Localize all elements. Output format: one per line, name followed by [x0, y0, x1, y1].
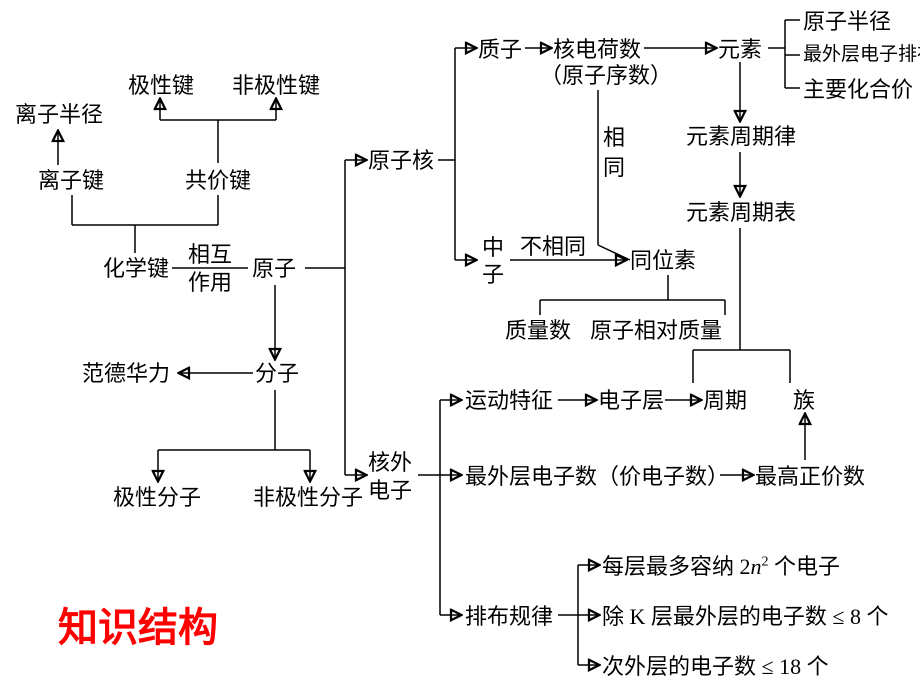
- node-not-same: 不相同: [520, 234, 586, 260]
- node-polar-mol: 极性分子: [113, 485, 201, 511]
- node-max-pos-valence: 最高正价数: [755, 464, 865, 490]
- node-nuclear-charge: 核电荷数: [553, 37, 641, 63]
- node-motion: 运动特征: [465, 388, 553, 414]
- node-main-valence: 主要化合价: [803, 77, 913, 103]
- node-molecule: 分子: [255, 361, 299, 387]
- node-rel-mass: 原子相对质量: [590, 318, 722, 344]
- node-action: 作用: [188, 270, 232, 296]
- node-outer-electron2: 电子: [368, 478, 412, 504]
- node-outer-config: 最外层电子排布: [803, 44, 920, 67]
- node-rule2: 除 K 层最外层的电子数 ≤ 8 个: [602, 604, 888, 630]
- node-atomic-radius: 原子半径: [803, 9, 891, 35]
- node-period: 周期: [703, 388, 747, 414]
- rule1-n: n: [751, 554, 762, 579]
- node-nonpolar-mol: 非极性分子: [253, 485, 363, 511]
- node-atom: 原子: [252, 256, 296, 282]
- node-rule1: 每层最多容纳 2n2 个电子: [602, 554, 840, 580]
- node-vdw: 范德华力: [82, 361, 170, 387]
- node-same: 相: [603, 125, 625, 151]
- node-outer-electron: 核外: [368, 450, 412, 476]
- node-group: 族: [793, 388, 815, 414]
- node-outermost: 最外层电子数（价电子数）: [465, 464, 729, 490]
- node-covalent-bond: 共价键: [185, 168, 251, 194]
- node-shell: 电子层: [598, 388, 664, 414]
- title: 知识结构: [58, 595, 218, 653]
- node-periodic-law: 元素周期律: [686, 124, 796, 150]
- node-isotope: 同位素: [630, 248, 696, 274]
- node-mutual: 相互: [188, 242, 232, 268]
- rule1-text-a: 每层最多容纳 2: [602, 554, 751, 579]
- node-atomic-number: （原子序数）: [540, 63, 672, 89]
- node-mass-number: 质量数: [505, 318, 571, 344]
- node-same2: 同: [603, 155, 625, 181]
- node-element: 元素: [718, 37, 762, 63]
- node-ion-radius: 离子半径: [15, 102, 103, 128]
- node-ionic-bond: 离子键: [38, 168, 104, 194]
- node-chem-bond: 化学键: [103, 256, 169, 282]
- node-polar-bond: 极性键: [128, 73, 194, 99]
- node-arrange-rule: 排布规律: [465, 604, 553, 630]
- diagram-lines: [0, 0, 920, 690]
- node-periodic-table: 元素周期表: [686, 200, 796, 226]
- node-proton: 质子: [478, 37, 522, 63]
- node-rule3: 次外层的电子数 ≤ 18 个: [602, 654, 829, 680]
- node-nonpolar-bond: 非极性键: [232, 73, 320, 99]
- node-neutron: 中: [482, 235, 504, 261]
- node-nucleus: 原子核: [368, 148, 434, 174]
- node-neutron2: 子: [482, 262, 504, 288]
- rule1-sup: 2: [762, 555, 769, 570]
- rule1-text-b: 个电子: [769, 554, 841, 579]
